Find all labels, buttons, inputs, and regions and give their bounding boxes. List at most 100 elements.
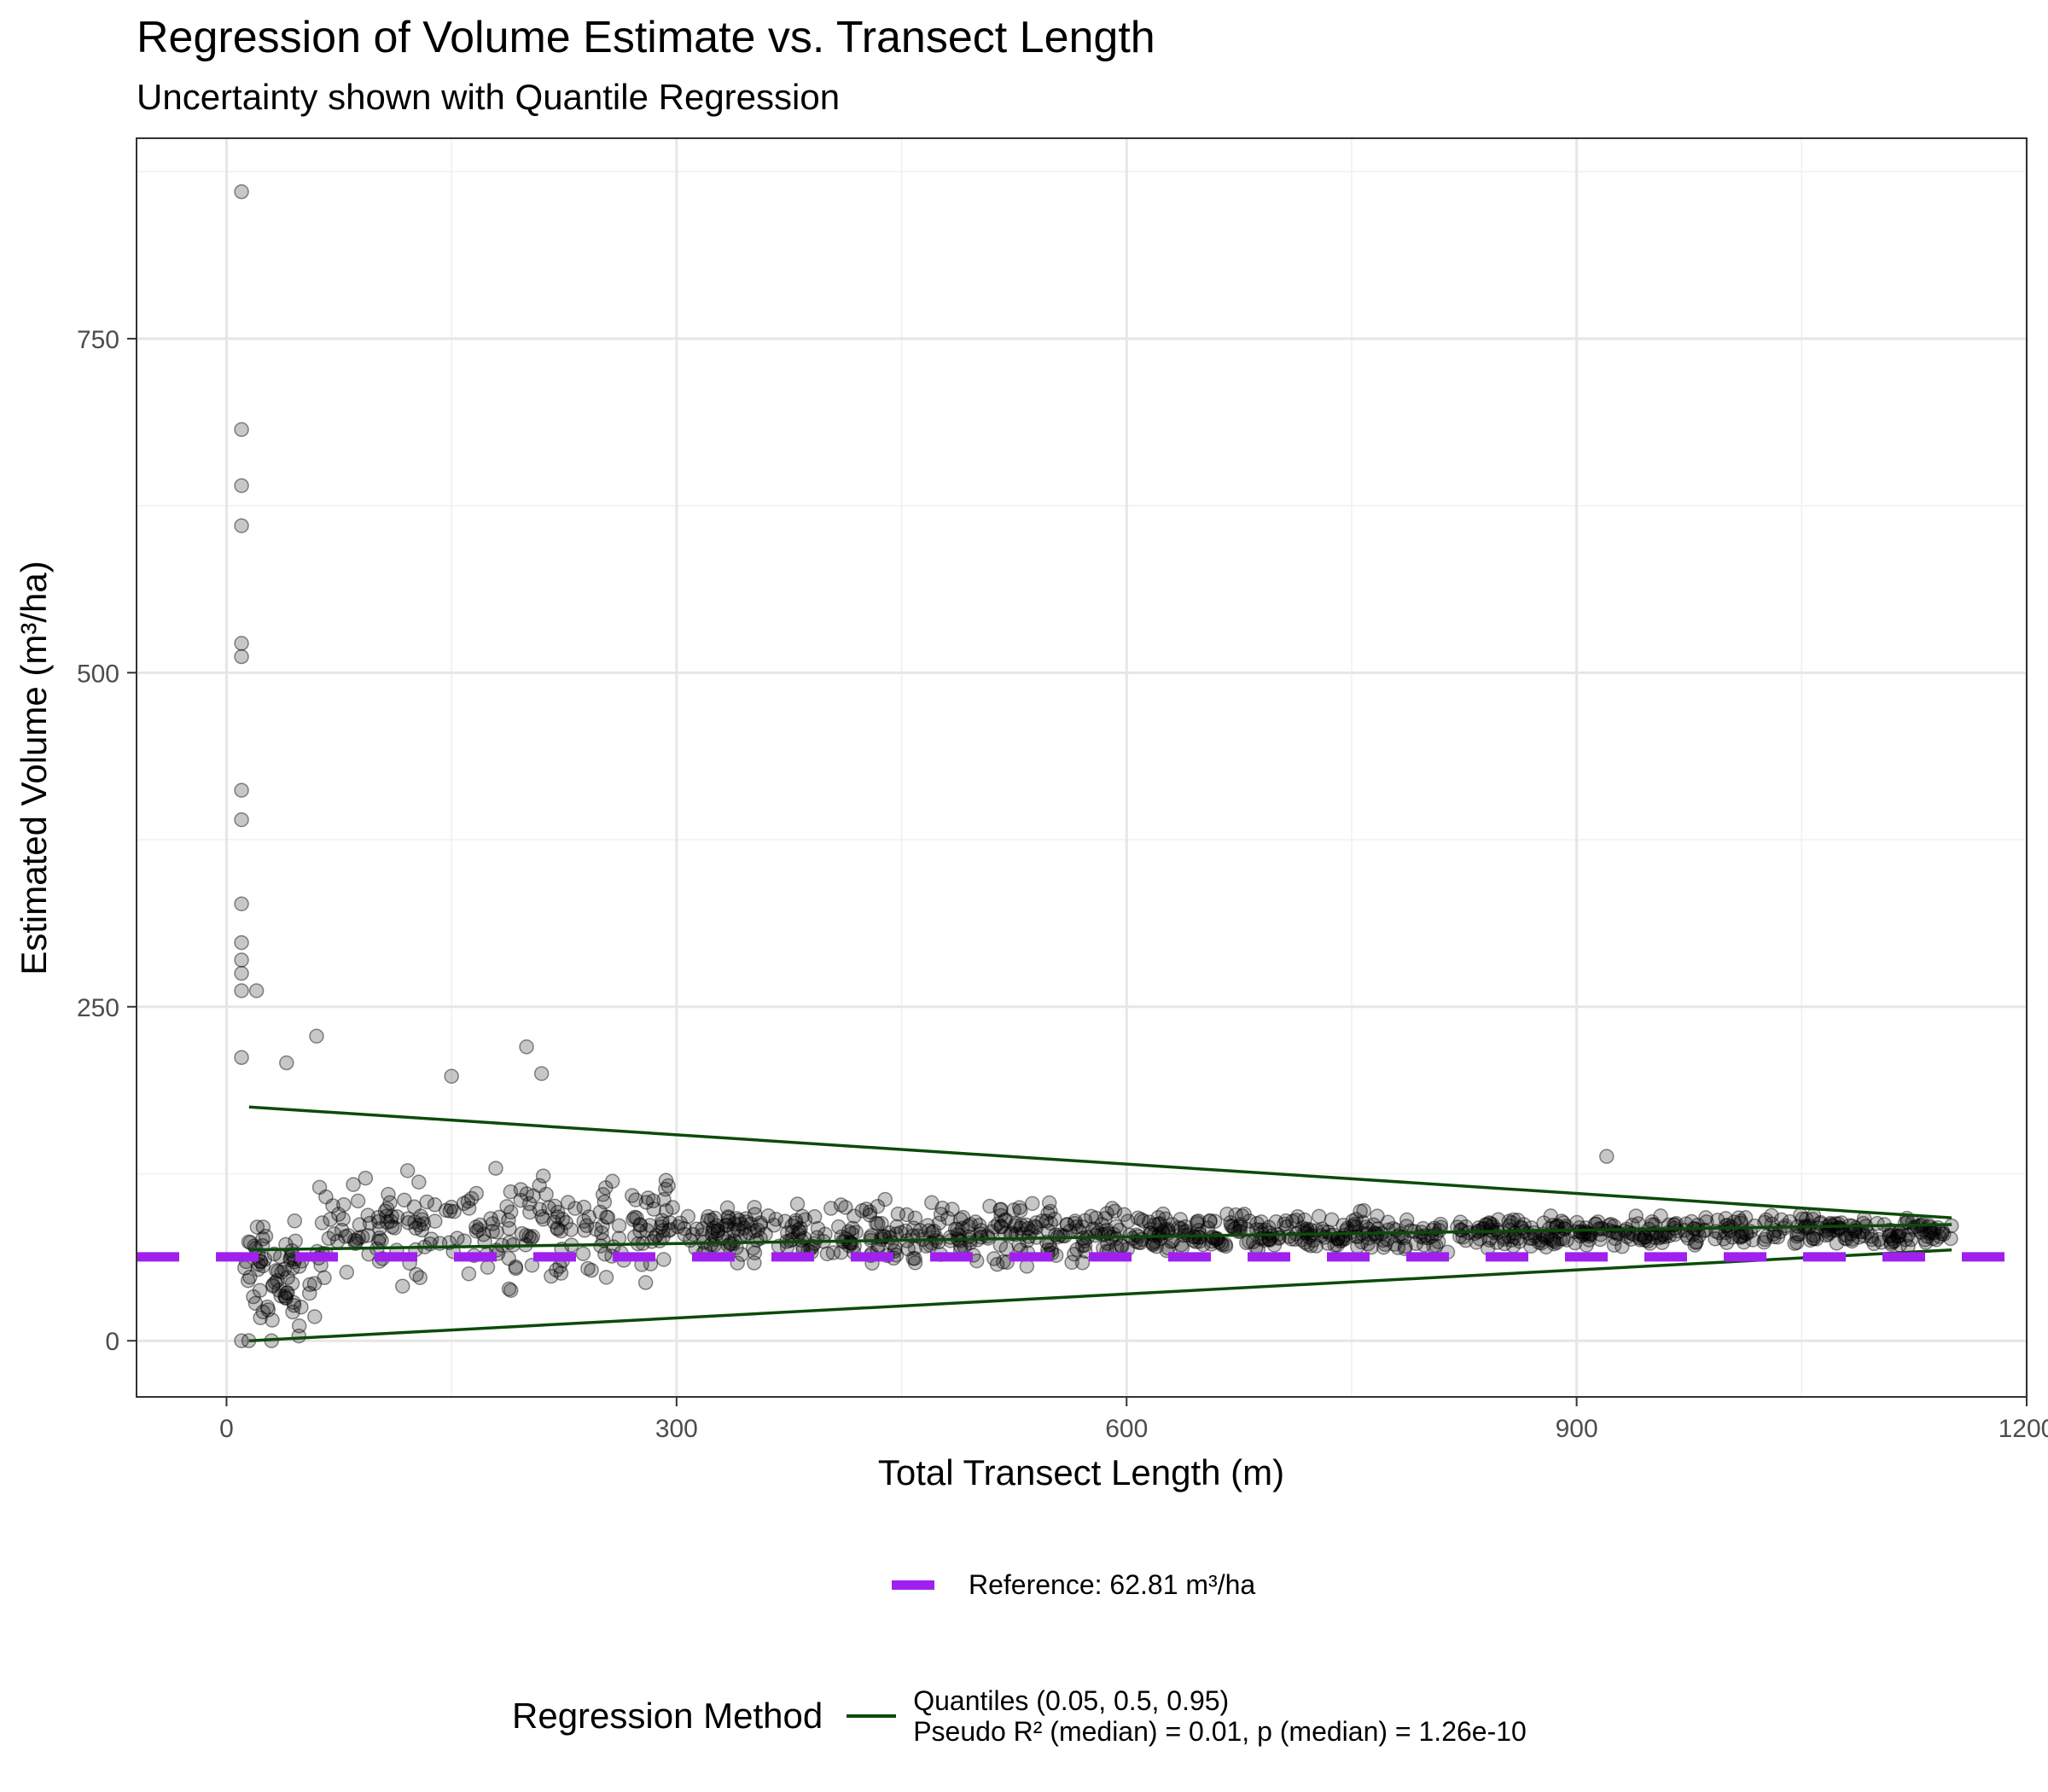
data-point xyxy=(750,1222,765,1238)
data-point xyxy=(1069,1242,1085,1258)
data-point xyxy=(1262,1225,1277,1241)
data-point xyxy=(560,1195,576,1210)
data-point xyxy=(870,1198,886,1214)
data-point xyxy=(1690,1222,1706,1238)
data-point xyxy=(655,1216,670,1231)
data-point xyxy=(1339,1220,1355,1236)
data-point xyxy=(1642,1236,1658,1251)
data-point xyxy=(1158,1211,1173,1227)
data-point xyxy=(1756,1234,1772,1250)
data-point xyxy=(1178,1219,1193,1235)
data-point xyxy=(525,1229,541,1244)
data-point-outlier xyxy=(234,1333,249,1348)
data-point xyxy=(1021,1229,1037,1244)
data-point xyxy=(1864,1231,1880,1248)
data-point xyxy=(1311,1208,1327,1225)
data-point xyxy=(1077,1213,1093,1229)
data-point xyxy=(723,1236,738,1253)
data-point xyxy=(382,1195,398,1211)
data-point xyxy=(340,1228,357,1243)
data-point xyxy=(1653,1208,1668,1224)
data-point xyxy=(1708,1231,1723,1247)
data-point xyxy=(408,1220,424,1236)
data-point xyxy=(998,1212,1014,1228)
data-point xyxy=(729,1240,744,1255)
data-point-outlier xyxy=(309,1028,324,1044)
data-point xyxy=(993,1219,1009,1234)
data-point xyxy=(707,1210,723,1226)
data-point xyxy=(371,1231,387,1246)
data-point xyxy=(968,1214,983,1230)
data-point xyxy=(1897,1215,1913,1231)
data-point xyxy=(819,1246,835,1262)
data-point xyxy=(1458,1232,1474,1248)
data-point xyxy=(406,1199,422,1214)
data-point xyxy=(1041,1195,1057,1211)
data-point xyxy=(1116,1207,1132,1223)
data-point xyxy=(307,1309,323,1324)
data-point xyxy=(532,1178,547,1194)
data-point xyxy=(247,1295,264,1312)
data-point xyxy=(286,1298,302,1313)
data-point xyxy=(1481,1232,1498,1248)
reference-legend-label: Reference: 62.81 m³/ha xyxy=(969,1568,1256,1600)
data-point xyxy=(1320,1225,1336,1240)
data-point xyxy=(246,1289,261,1305)
data-point xyxy=(1651,1231,1667,1246)
data-point xyxy=(579,1218,595,1234)
data-point xyxy=(1226,1221,1242,1236)
data-point xyxy=(1592,1231,1609,1248)
data-point xyxy=(318,1189,334,1205)
data-point xyxy=(381,1186,396,1202)
data-point xyxy=(864,1228,880,1243)
data-point xyxy=(524,1257,540,1273)
data-point xyxy=(461,1201,477,1216)
x-axis-title: Total Transect Length (m) xyxy=(878,1452,1284,1492)
data-point xyxy=(1818,1227,1834,1243)
data-point xyxy=(280,1270,295,1285)
data-point xyxy=(412,1270,428,1285)
data-point xyxy=(483,1211,498,1226)
data-point xyxy=(747,1223,763,1239)
data-point xyxy=(1467,1225,1483,1242)
data-point xyxy=(1628,1208,1644,1224)
data-point xyxy=(710,1223,725,1239)
data-point xyxy=(784,1219,800,1234)
data-point xyxy=(1855,1215,1871,1231)
data-point xyxy=(1353,1203,1368,1219)
data-point xyxy=(709,1218,724,1234)
data-point xyxy=(1008,1216,1024,1232)
data-point xyxy=(940,1210,956,1226)
data-point xyxy=(1155,1206,1171,1222)
data-point xyxy=(285,1260,300,1277)
data-point xyxy=(291,1318,307,1334)
data-point xyxy=(1736,1234,1752,1250)
data-point xyxy=(1122,1227,1137,1243)
data-point xyxy=(1416,1230,1431,1246)
data-point xyxy=(1313,1228,1329,1243)
data-point xyxy=(1857,1228,1872,1244)
data-point xyxy=(1173,1236,1190,1253)
data-point xyxy=(374,1232,389,1248)
data-point xyxy=(1277,1216,1292,1232)
data-point xyxy=(721,1210,736,1226)
data-point xyxy=(336,1196,352,1213)
data-point xyxy=(1190,1216,1205,1231)
data-point-outlier xyxy=(533,1066,550,1081)
data-point xyxy=(535,1168,551,1184)
data-point xyxy=(1689,1234,1704,1250)
data-point xyxy=(738,1211,753,1226)
data-point xyxy=(321,1231,337,1247)
data-point xyxy=(1064,1254,1079,1271)
data-point xyxy=(1242,1213,1258,1229)
data-point xyxy=(1027,1219,1043,1234)
data-point xyxy=(1808,1231,1824,1247)
data-point xyxy=(1916,1222,1932,1238)
data-point xyxy=(706,1220,721,1236)
data-point xyxy=(947,1221,963,1237)
data-point xyxy=(685,1226,701,1242)
data-point xyxy=(277,1288,293,1304)
data-point xyxy=(411,1174,427,1190)
data-point xyxy=(1324,1212,1340,1228)
data-point xyxy=(1088,1210,1104,1226)
